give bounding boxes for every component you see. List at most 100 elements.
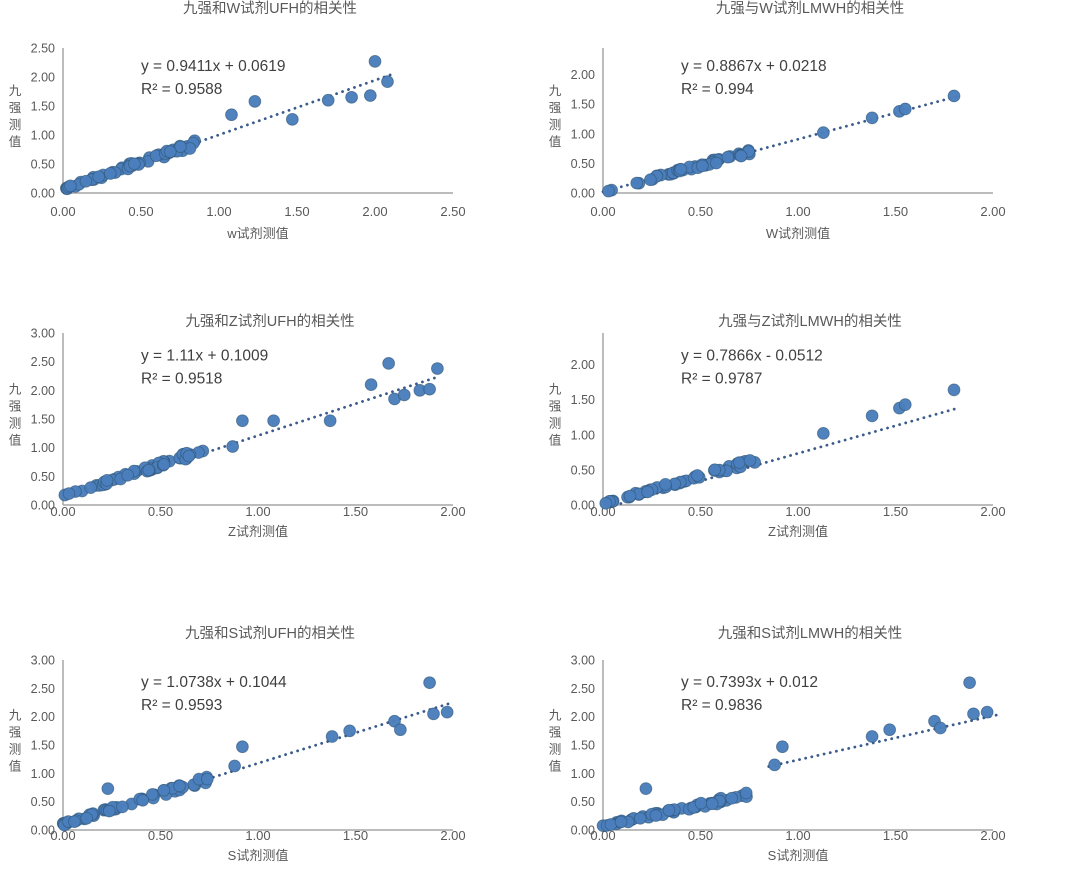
svg-text:1.50: 1.50 <box>571 393 595 407</box>
svg-text:值: 值 <box>549 433 562 448</box>
svg-text:R² = 0.9588: R² = 0.9588 <box>141 81 222 98</box>
svg-text:强: 强 <box>9 400 22 414</box>
svg-text:2.50: 2.50 <box>571 682 595 696</box>
svg-text:0.00: 0.00 <box>31 187 55 201</box>
svg-text:1.00: 1.00 <box>31 441 55 455</box>
svg-text:1.50: 1.50 <box>343 504 368 519</box>
svg-text:0.00: 0.00 <box>571 187 595 201</box>
svg-text:九强和S试剂LMWH的相关性: 九强和S试剂LMWH的相关性 <box>718 625 902 642</box>
svg-text:2.00: 2.00 <box>31 710 55 724</box>
svg-text:1.00: 1.00 <box>31 129 55 143</box>
svg-text:Z试剂测值: Z试剂测值 <box>228 524 288 539</box>
svg-text:S试剂测值: S试剂测值 <box>768 848 829 863</box>
svg-text:九强与Z试剂LMWH的相关性: 九强与Z试剂LMWH的相关性 <box>718 313 902 330</box>
svg-text:R² = 0.9836: R² = 0.9836 <box>681 697 762 714</box>
svg-text:2.00: 2.00 <box>31 71 55 85</box>
svg-text:测: 测 <box>9 417 22 431</box>
svg-text:y = 0.8867x + 0.0218: y = 0.8867x + 0.0218 <box>681 58 827 75</box>
svg-text:九强和S试剂UFH的相关性: 九强和S试剂UFH的相关性 <box>185 625 355 642</box>
svg-text:y = 0.7393x + 0.012: y = 0.7393x + 0.012 <box>681 674 818 691</box>
svg-text:0.50: 0.50 <box>148 504 173 519</box>
svg-text:1.50: 1.50 <box>883 504 908 519</box>
svg-text:0.50: 0.50 <box>688 504 713 519</box>
svg-text:1.50: 1.50 <box>31 413 55 427</box>
svg-text:3.00: 3.00 <box>31 654 55 668</box>
svg-text:1.50: 1.50 <box>571 739 595 753</box>
svg-text:1.50: 1.50 <box>571 98 595 112</box>
svg-text:0.50: 0.50 <box>31 158 55 172</box>
svg-text:值: 值 <box>549 134 562 149</box>
svg-text:2.00: 2.00 <box>31 384 55 398</box>
svg-text:值: 值 <box>9 134 22 149</box>
svg-text:w试剂测值: w试剂测值 <box>226 226 288 241</box>
svg-text:R² = 0.9593: R² = 0.9593 <box>141 697 222 714</box>
svg-text:九: 九 <box>9 84 22 98</box>
svg-text:2.00: 2.00 <box>440 504 465 519</box>
svg-text:九强和W试剂UFH的相关性: 九强和W试剂UFH的相关性 <box>183 0 357 17</box>
svg-text:2.00: 2.00 <box>571 710 595 724</box>
svg-text:R² = 0.9787: R² = 0.9787 <box>681 371 762 388</box>
svg-text:1.00: 1.00 <box>206 204 231 219</box>
svg-text:2.50: 2.50 <box>31 682 55 696</box>
svg-text:y = 1.11x + 0.1009: y = 1.11x + 0.1009 <box>141 348 268 365</box>
svg-text:R² = 0.994: R² = 0.994 <box>681 81 754 98</box>
svg-text:y = 0.9411x + 0.0619: y = 0.9411x + 0.0619 <box>141 58 286 75</box>
svg-text:测: 测 <box>9 118 22 132</box>
svg-text:1.00: 1.00 <box>571 428 595 442</box>
svg-text:测: 测 <box>549 417 562 431</box>
svg-text:1.00: 1.00 <box>571 127 595 141</box>
svg-text:1.50: 1.50 <box>31 739 55 753</box>
svg-text:0.00: 0.00 <box>50 204 75 219</box>
svg-text:2.50: 2.50 <box>31 42 55 56</box>
svg-text:R² = 0.9518: R² = 0.9518 <box>141 371 222 388</box>
svg-text:1.00: 1.00 <box>785 204 810 219</box>
svg-text:值: 值 <box>549 759 562 774</box>
svg-text:2.50: 2.50 <box>440 204 465 219</box>
svg-text:y = 0.7866x - 0.0512: y = 0.7866x - 0.0512 <box>681 348 823 365</box>
svg-text:S试剂测值: S试剂测值 <box>228 848 289 863</box>
svg-text:2.00: 2.00 <box>980 204 1005 219</box>
svg-text:0.50: 0.50 <box>688 204 713 219</box>
svg-text:强: 强 <box>549 101 562 115</box>
svg-text:1.00: 1.00 <box>31 767 55 781</box>
svg-text:0.00: 0.00 <box>590 204 615 219</box>
svg-text:0.50: 0.50 <box>571 463 595 477</box>
svg-text:0.50: 0.50 <box>571 795 595 809</box>
svg-text:强: 强 <box>9 726 22 740</box>
svg-text:九: 九 <box>549 383 562 397</box>
svg-text:2.00: 2.00 <box>980 504 1005 519</box>
svg-text:测: 测 <box>549 118 562 132</box>
svg-text:强: 强 <box>549 400 562 414</box>
svg-text:2.50: 2.50 <box>31 355 55 369</box>
svg-text:1.00: 1.00 <box>571 767 595 781</box>
svg-text:1.50: 1.50 <box>883 204 908 219</box>
svg-text:y = 1.0738x + 0.1044: y = 1.0738x + 0.1044 <box>141 674 287 691</box>
svg-text:测: 测 <box>9 743 22 757</box>
svg-text:九强与W试剂LMWH的相关性: 九强与W试剂LMWH的相关性 <box>716 0 905 17</box>
svg-text:2.00: 2.00 <box>362 204 387 219</box>
svg-text:0.50: 0.50 <box>128 204 153 219</box>
svg-text:九强和Z试剂UFH的相关性: 九强和Z试剂UFH的相关性 <box>185 313 354 330</box>
svg-text:强: 强 <box>9 101 22 115</box>
svg-text:2.00: 2.00 <box>571 68 595 82</box>
svg-text:值: 值 <box>9 759 22 774</box>
svg-text:0.00: 0.00 <box>50 504 75 519</box>
svg-text:测: 测 <box>549 743 562 757</box>
svg-text:Z试剂测值: Z试剂测值 <box>768 524 828 539</box>
svg-text:九: 九 <box>9 709 22 723</box>
svg-text:值: 值 <box>9 433 22 448</box>
svg-text:3.00: 3.00 <box>31 327 55 341</box>
svg-text:W试剂测值: W试剂测值 <box>766 226 830 241</box>
svg-text:九: 九 <box>549 709 562 723</box>
svg-text:0.50: 0.50 <box>31 795 55 809</box>
svg-text:2.00: 2.00 <box>571 358 595 372</box>
svg-text:1.00: 1.00 <box>785 504 810 519</box>
svg-text:强: 强 <box>549 726 562 740</box>
svg-text:1.50: 1.50 <box>31 100 55 114</box>
svg-text:1.50: 1.50 <box>284 204 309 219</box>
svg-text:0.50: 0.50 <box>31 470 55 484</box>
svg-text:1.00: 1.00 <box>245 504 270 519</box>
svg-text:九: 九 <box>549 84 562 98</box>
svg-text:3.00: 3.00 <box>571 654 595 668</box>
svg-text:0.50: 0.50 <box>571 157 595 171</box>
